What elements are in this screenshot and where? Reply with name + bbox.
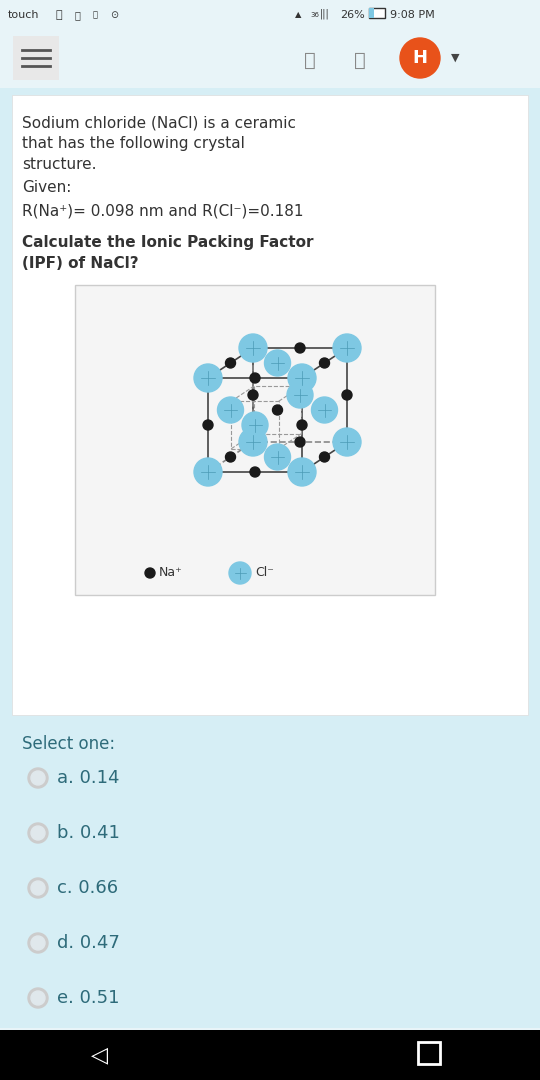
FancyBboxPatch shape: [12, 95, 528, 715]
Circle shape: [239, 334, 267, 362]
FancyBboxPatch shape: [75, 285, 435, 595]
FancyBboxPatch shape: [0, 30, 540, 85]
Text: H: H: [413, 49, 428, 67]
FancyBboxPatch shape: [369, 8, 374, 18]
Text: ▲: ▲: [295, 11, 301, 19]
Circle shape: [31, 991, 45, 1005]
Text: Calculate the Ionic Packing Factor
(IPF) of NaCl?: Calculate the Ionic Packing Factor (IPF)…: [22, 235, 314, 271]
FancyBboxPatch shape: [369, 8, 385, 18]
Text: Sodium chloride (NaCl) is a ceramic
that has the following crystal
structure.: Sodium chloride (NaCl) is a ceramic that…: [22, 114, 296, 172]
Circle shape: [28, 988, 48, 1008]
Text: touch: touch: [8, 10, 39, 21]
Circle shape: [194, 458, 222, 486]
Text: ◁: ◁: [91, 1045, 109, 1065]
Circle shape: [31, 826, 45, 840]
Circle shape: [28, 823, 48, 843]
Text: 💬: 💬: [354, 51, 366, 69]
Circle shape: [333, 428, 361, 456]
Text: ▼: ▼: [451, 53, 459, 63]
Circle shape: [342, 390, 352, 400]
Circle shape: [226, 453, 235, 462]
Circle shape: [248, 390, 258, 400]
Circle shape: [320, 357, 329, 368]
Circle shape: [273, 405, 282, 415]
Circle shape: [295, 437, 305, 447]
Circle shape: [28, 933, 48, 953]
Circle shape: [400, 38, 440, 78]
Circle shape: [226, 357, 235, 368]
Circle shape: [320, 453, 329, 462]
FancyBboxPatch shape: [0, 1030, 540, 1080]
Text: a. 0.14: a. 0.14: [57, 769, 119, 787]
Text: Select one:: Select one:: [22, 735, 115, 753]
Text: |||: |||: [320, 9, 330, 19]
Circle shape: [297, 420, 307, 430]
Circle shape: [239, 428, 267, 456]
Circle shape: [288, 364, 316, 392]
Circle shape: [31, 936, 45, 950]
Circle shape: [145, 568, 155, 578]
Text: d. 0.47: d. 0.47: [57, 934, 120, 951]
Circle shape: [203, 420, 213, 430]
Text: Given:: Given:: [22, 180, 71, 195]
Circle shape: [265, 444, 291, 470]
Text: 26%: 26%: [340, 10, 364, 21]
Text: Na⁺: Na⁺: [159, 567, 183, 580]
Text: ⏸: ⏸: [75, 10, 81, 21]
Circle shape: [333, 334, 361, 362]
Circle shape: [295, 343, 305, 353]
Text: 9:08 PM: 9:08 PM: [390, 10, 435, 21]
Circle shape: [287, 382, 313, 408]
Circle shape: [250, 467, 260, 477]
FancyBboxPatch shape: [0, 87, 540, 1028]
FancyBboxPatch shape: [0, 0, 540, 30]
Text: c. 0.66: c. 0.66: [57, 879, 118, 897]
Text: 36: 36: [310, 12, 319, 18]
Text: 🔔: 🔔: [304, 51, 316, 69]
Text: Cl⁻: Cl⁻: [255, 567, 274, 580]
Circle shape: [242, 411, 268, 438]
Circle shape: [265, 350, 291, 376]
Circle shape: [218, 397, 244, 423]
Circle shape: [31, 771, 45, 785]
Text: 🐦: 🐦: [55, 10, 62, 21]
Circle shape: [28, 878, 48, 897]
Text: R(Na⁺)= 0.098 nm and R(Cl⁻)=0.181: R(Na⁺)= 0.098 nm and R(Cl⁻)=0.181: [22, 203, 303, 218]
Circle shape: [194, 364, 222, 392]
Text: e. 0.51: e. 0.51: [57, 989, 119, 1007]
Circle shape: [250, 373, 260, 383]
Text: 🖼: 🖼: [93, 11, 98, 19]
FancyBboxPatch shape: [13, 36, 59, 80]
Text: ⊙: ⊙: [110, 10, 118, 21]
Circle shape: [31, 881, 45, 895]
Circle shape: [28, 768, 48, 788]
Text: b. 0.41: b. 0.41: [57, 824, 120, 842]
Circle shape: [312, 397, 338, 423]
Circle shape: [288, 458, 316, 486]
Circle shape: [229, 562, 251, 584]
